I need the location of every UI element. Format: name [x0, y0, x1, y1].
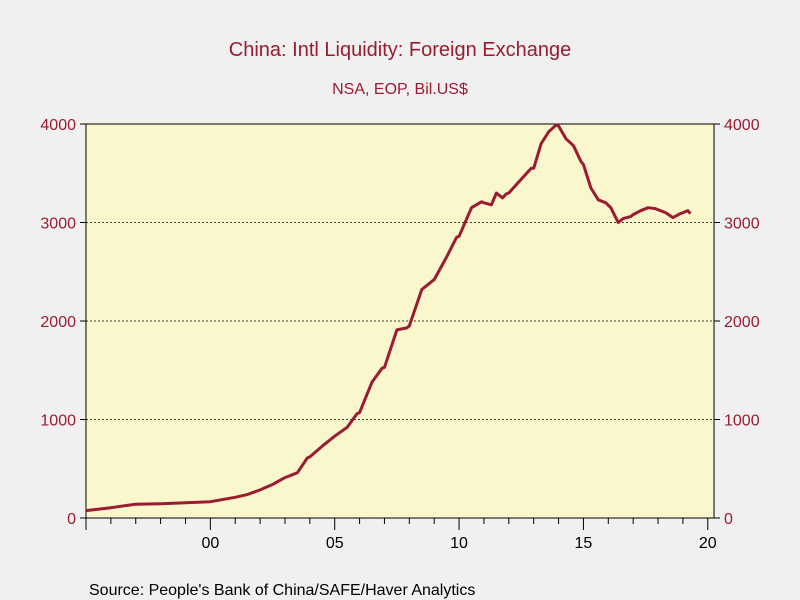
gridlines: [86, 222, 714, 420]
y-tick-label-right: 4000: [724, 117, 760, 134]
y-tick-label: 0: [67, 511, 76, 528]
y-tick-label: 4000: [40, 117, 76, 134]
left-axis: 0 1000 2000 3000 4000: [40, 117, 86, 528]
source-note: Source: People's Bank of China/SAFE/Have…: [89, 582, 475, 599]
y-tick-label-right: 0: [724, 511, 733, 528]
series-line-foreign-exchange: [85, 123, 692, 513]
y-tick-label-right: 1000: [724, 413, 760, 430]
y-tick-label-right: 3000: [724, 216, 760, 233]
right-axis: 0 1000 2000 3000 4000: [714, 117, 760, 528]
y-tick-label: 1000: [40, 413, 76, 430]
chart-subtitle: NSA, EOP, Bil.US$: [332, 81, 468, 98]
x-tick-label: 00: [201, 535, 219, 552]
x-tick-label: 20: [699, 535, 717, 552]
y-tick-label-right: 2000: [724, 314, 760, 331]
y-tick-label: 2000: [40, 314, 76, 331]
x-tick-label: 05: [326, 535, 344, 552]
y-tick-label: 3000: [40, 216, 76, 233]
x-tick-label: 15: [575, 535, 593, 552]
x-axis: 00 05 10 15 20: [85, 518, 717, 552]
x-tick-label: 10: [450, 535, 468, 552]
chart-title: China: Intl Liquidity: Foreign Exchange: [229, 39, 571, 61]
